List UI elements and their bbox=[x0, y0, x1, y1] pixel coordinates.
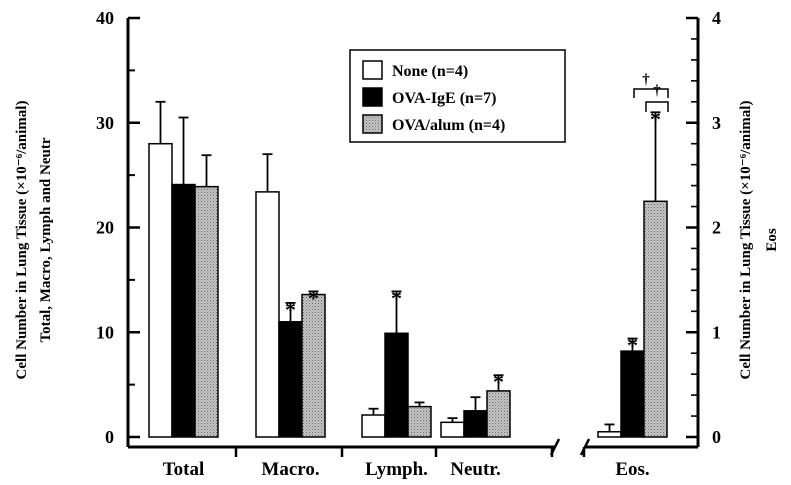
legend-swatch-none bbox=[363, 61, 382, 79]
significance-mark: * bbox=[627, 333, 638, 358]
right-axis-tick-label: 0 bbox=[712, 427, 721, 447]
legend-label-ova-alum: OVA/alum (n=4) bbox=[392, 117, 505, 134]
left-axis-title-line2: Total, Macro, Lymph and Neutr bbox=[38, 137, 54, 342]
significance-mark: * bbox=[285, 297, 296, 322]
significance-mark: * bbox=[493, 369, 504, 394]
significance-mark: * bbox=[308, 285, 319, 310]
category-label: Neutr. bbox=[450, 459, 501, 480]
category-labels: Total Macro. Lymph. Neutr. Eos. bbox=[163, 459, 650, 480]
bar-2-4 bbox=[644, 201, 667, 437]
bar-1-4 bbox=[621, 351, 644, 437]
left-axis-tick-label: 20 bbox=[96, 218, 114, 238]
right-axis-tick-label: 3 bbox=[712, 113, 721, 133]
significance-mark: * bbox=[391, 285, 402, 310]
legend-swatch-ova-alum bbox=[363, 115, 382, 133]
right-axis-title-line2: Eos bbox=[764, 228, 780, 252]
dagger-mark-outer: † bbox=[642, 72, 650, 88]
left-axis-tick-label: 10 bbox=[96, 322, 114, 342]
right-axis-title-line1: Cell Number in Lung Tissue (×10⁻⁶/animal… bbox=[738, 101, 754, 380]
right-axis-tick-label: 1 bbox=[712, 322, 721, 342]
bar-1-2 bbox=[385, 333, 408, 437]
category-label: Macro. bbox=[261, 459, 319, 480]
bar-2-0 bbox=[195, 187, 218, 437]
bar-1-0 bbox=[172, 185, 195, 437]
bar-2-2 bbox=[408, 407, 431, 437]
legend: None (n=4) OVA-IgE (n=7) OVA/alum (n=4) bbox=[350, 50, 565, 142]
bars: * * * * * * bbox=[149, 102, 667, 437]
right-axis-tick-label: 2 bbox=[712, 218, 721, 238]
right-axis-tick-label: 4 bbox=[712, 8, 721, 28]
dagger-mark-inner: † bbox=[653, 83, 661, 99]
left-axis-title-line1: Cell Number in Lung Tissue (×10⁻⁶/animal… bbox=[14, 101, 30, 380]
left-axis-tick-label: 30 bbox=[96, 113, 114, 133]
bar-0-4 bbox=[598, 432, 621, 437]
bracket-outer bbox=[634, 89, 668, 98]
category-label: Lymph. bbox=[365, 459, 428, 480]
bar-0-3 bbox=[441, 422, 464, 437]
bar-1-3 bbox=[464, 411, 487, 437]
left-axis-tick-label: 0 bbox=[105, 427, 114, 447]
legend-label-none: None (n=4) bbox=[392, 63, 468, 80]
significance-mark: * bbox=[650, 106, 661, 131]
bar-1-1 bbox=[279, 322, 302, 437]
category-label: Total bbox=[163, 459, 205, 480]
bar-0-0 bbox=[149, 144, 172, 437]
legend-swatch-ova-ige bbox=[363, 88, 382, 106]
category-label: Eos. bbox=[615, 459, 649, 480]
legend-label-ova-ige: OVA-IgE (n=7) bbox=[392, 90, 496, 107]
bar-0-1 bbox=[256, 192, 279, 437]
bar-2-1 bbox=[302, 295, 325, 437]
left-axis-tick-label: 40 bbox=[96, 8, 114, 28]
bar-0-2 bbox=[362, 415, 385, 437]
bar-2-3 bbox=[487, 391, 510, 437]
